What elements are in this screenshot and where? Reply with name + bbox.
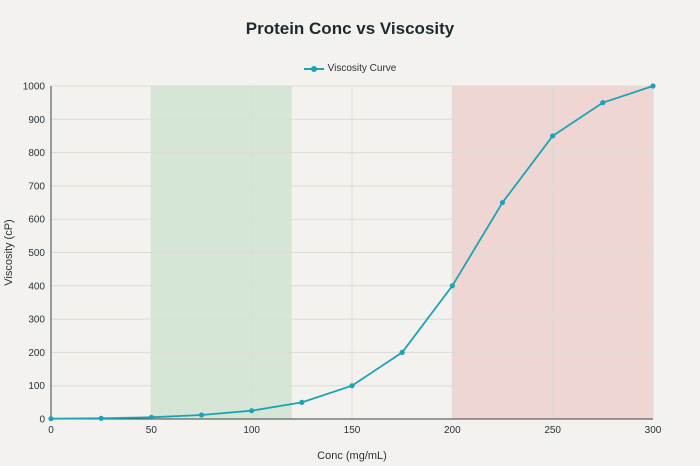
y-tick-label: 0 (39, 415, 45, 426)
data-point (198, 412, 205, 418)
y-tick-label: 700 (28, 181, 45, 192)
x-tick-label: 0 (48, 425, 54, 436)
data-point (499, 199, 506, 206)
data-point (399, 349, 405, 355)
y-tick-label: 200 (28, 348, 45, 359)
y-tick-label: 400 (28, 281, 45, 292)
data-point (600, 100, 606, 106)
legend-label: Viscosity Curve (327, 63, 397, 74)
legend-dot-marker (310, 65, 317, 72)
chart-title: Protein Conc vs Viscosity (245, 19, 455, 38)
data-point (349, 383, 355, 389)
y-tick-label: 800 (28, 148, 45, 159)
y-tick-label: 500 (28, 248, 45, 259)
y-tick-label: 300 (28, 315, 45, 326)
series-layer (48, 83, 656, 422)
x-tick-label: 150 (344, 425, 361, 436)
x-tick-label: 250 (544, 425, 561, 436)
y-axis-label: Viscosity (cP) (3, 219, 15, 285)
data-point (148, 414, 154, 420)
data-point (48, 416, 54, 422)
data-point (449, 283, 455, 289)
data-point (299, 399, 305, 405)
x-tick-label: 200 (444, 425, 461, 436)
x-tick-label: 50 (146, 425, 158, 436)
legend: Viscosity Curve (0, 63, 700, 74)
data-point (650, 83, 656, 89)
x-axis-label: Conc (mg/mL) (317, 450, 387, 462)
data-point (550, 133, 556, 139)
y-tick-label: 600 (28, 215, 45, 226)
data-point (98, 415, 104, 421)
data-point (249, 408, 255, 414)
y-tick-label: 100 (28, 381, 45, 392)
tick-labels: 0 100 200 300 400 500 600 700 800 900 1000 0 50 100 15… (23, 82, 662, 437)
x-tick-label: 300 (645, 425, 662, 436)
legend-swatch (303, 64, 324, 74)
y-tick-label: 1000 (23, 82, 46, 93)
y-tick-label: 900 (28, 115, 45, 126)
x-tick-label: 100 (243, 425, 260, 436)
